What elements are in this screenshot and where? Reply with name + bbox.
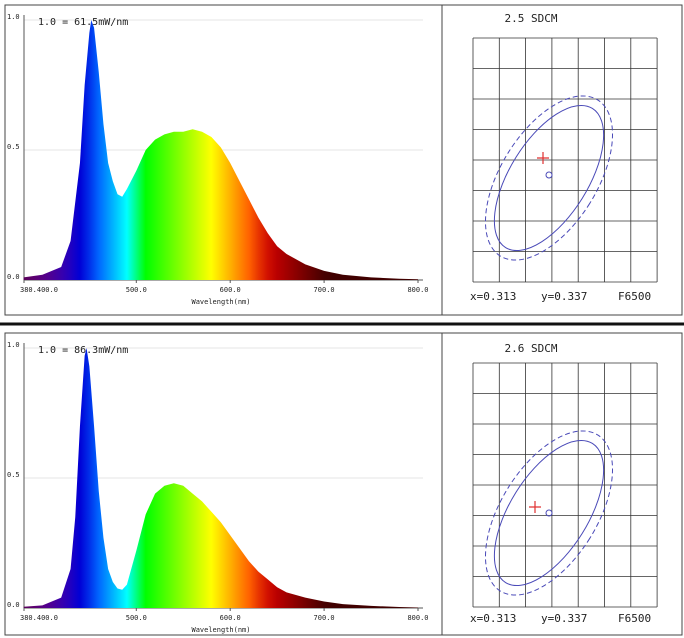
x-axis-label: Wavelength(nm) <box>191 298 250 306</box>
x-tick-label: 600.0 <box>220 614 241 622</box>
y-tick-label: 1.0 <box>7 341 20 349</box>
sdcm-frame <box>441 4 683 316</box>
measured-point <box>529 501 541 513</box>
x-tick-label: 500.0 <box>126 286 147 294</box>
sdcm-ellipse-outer <box>484 95 614 261</box>
x-tick-label: 700.0 <box>314 614 335 622</box>
x-tick-label: 800.0 <box>407 286 428 294</box>
x-tick-label: 600.0 <box>220 286 241 294</box>
x-tick-label: 380.400.0 <box>20 286 58 294</box>
annotation: 1.0 = 61.5mW/nm <box>38 17 128 28</box>
x-tick-label: 800.0 <box>407 614 428 622</box>
x-tick-label: 700.0 <box>314 286 335 294</box>
y-tick-label: 0.5 <box>7 143 20 151</box>
y-tick-label: 0.5 <box>7 471 20 479</box>
y-coord: y=0.337 <box>541 612 587 625</box>
sdcm-ellipse <box>493 104 605 252</box>
y-tick-label: 0.0 <box>7 273 20 281</box>
x-tick-label: 500.0 <box>126 614 147 622</box>
reference: F6500 <box>618 290 651 303</box>
sdcm-frame <box>441 332 683 636</box>
sdcm-ellipse <box>493 439 605 587</box>
sdcm-ellipse-outer <box>484 430 614 596</box>
x-coord: x=0.313 <box>470 290 516 303</box>
sdcm-title: 2.5 SDCM <box>505 12 558 25</box>
spectrum-area <box>23 348 419 608</box>
y-coord: y=0.337 <box>541 290 587 303</box>
reference: F6500 <box>618 612 651 625</box>
measured-point <box>537 152 549 164</box>
annotation: 1.0 = 86.3mW/nm <box>38 345 128 356</box>
target-point <box>545 509 553 517</box>
y-tick-label: 0.0 <box>7 601 20 609</box>
y-tick-label: 1.0 <box>7 13 20 21</box>
x-axis-label: Wavelength(nm) <box>191 626 250 634</box>
sdcm-title: 2.6 SDCM <box>505 342 558 355</box>
target-point <box>545 171 553 179</box>
x-coord: x=0.313 <box>470 612 516 625</box>
spectrum-area <box>23 20 419 280</box>
x-tick-label: 380.400.0 <box>20 614 58 622</box>
